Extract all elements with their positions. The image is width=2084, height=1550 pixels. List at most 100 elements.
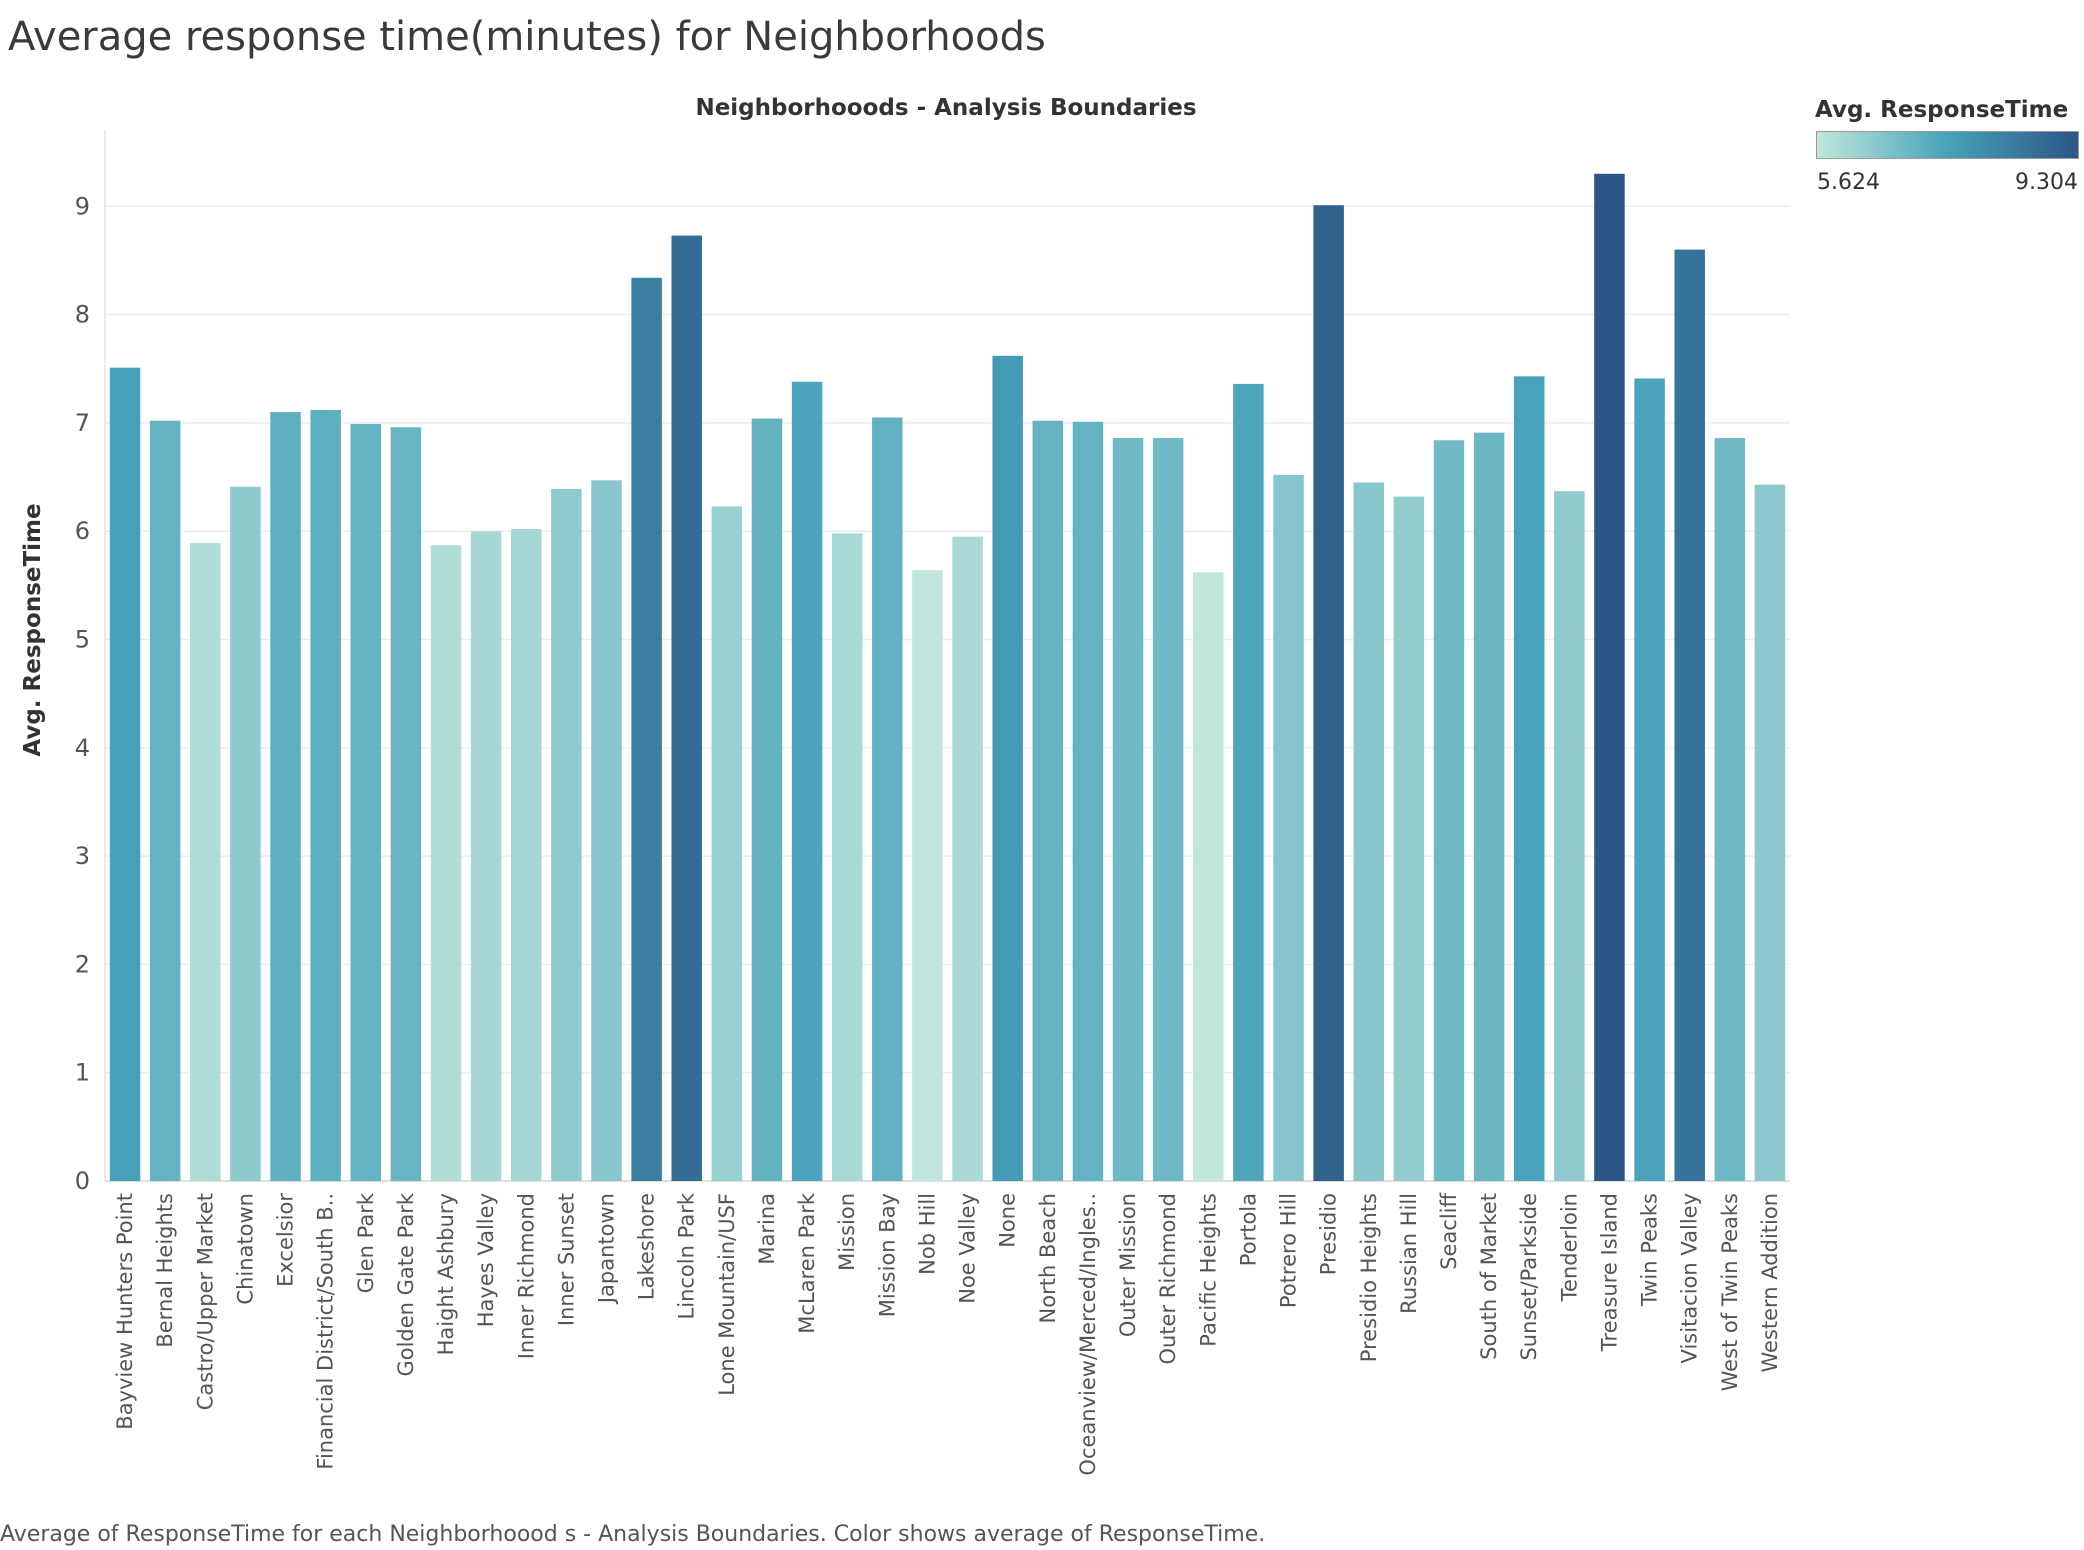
chart-title: Neighborhooods - Analysis Boundaries xyxy=(695,95,1196,121)
x-tick-label: Oceanview/Merced/Ingles.. xyxy=(1076,1193,1100,1476)
bar-sunset-parkside[interactable] xyxy=(1513,376,1545,1181)
y-tick-label: 6 xyxy=(75,517,90,545)
x-tick-label: Financial District/South B.. xyxy=(314,1193,338,1470)
x-tick-label: West of Twin Peaks xyxy=(1718,1193,1742,1391)
y-tick-label: 4 xyxy=(75,734,90,762)
bar-south-of-market[interactable] xyxy=(1473,432,1505,1182)
x-tick-label: Haight Ashbury xyxy=(434,1193,458,1355)
bar-mission[interactable] xyxy=(831,533,863,1181)
bar-seacliff[interactable] xyxy=(1433,440,1465,1181)
bar-haight-ashbury[interactable] xyxy=(430,545,462,1181)
x-tick-label: Golden Gate Park xyxy=(394,1192,418,1376)
bar-castro-upper-market[interactable] xyxy=(190,543,221,1181)
y-axis-title: Avg. ResponseTime xyxy=(20,503,46,756)
y-tick-label: 1 xyxy=(75,1059,90,1087)
x-tick-label: Sunset/Parkside xyxy=(1517,1193,1541,1361)
x-tick-label: Twin Peaks xyxy=(1638,1193,1662,1307)
x-tick-label: Presidio Heights xyxy=(1357,1193,1381,1362)
legend-color-ramp xyxy=(1816,131,2079,159)
y-tick-label: 9 xyxy=(75,192,90,220)
x-tick-label: Japantown xyxy=(594,1193,618,1305)
x-tick-label: None xyxy=(996,1193,1020,1248)
x-tick-label: Russian Hill xyxy=(1397,1193,1421,1314)
x-tick-label: Seacliff xyxy=(1437,1192,1461,1269)
x-tick-label: Lakeshore xyxy=(635,1193,659,1300)
x-tick-label: Potrero Hill xyxy=(1277,1193,1301,1308)
bar-nob-hill[interactable] xyxy=(912,570,943,1181)
bar-glen-park[interactable] xyxy=(350,423,382,1181)
x-tick-label: Castro/Upper Market xyxy=(193,1193,217,1410)
x-tick-label: Tenderloin xyxy=(1557,1193,1581,1302)
x-tick-label: Western Addition xyxy=(1758,1193,1782,1373)
bar-lakeshore[interactable] xyxy=(631,277,662,1181)
x-tick-label: Presidio xyxy=(1317,1193,1341,1275)
x-tick-label: McLaren Park xyxy=(795,1192,819,1334)
x-tick-label: Hayes Valley xyxy=(474,1193,498,1327)
page-title: Average response time(minutes) for Neigh… xyxy=(8,14,1046,60)
y-tick-label: 3 xyxy=(75,842,90,870)
legend-min-label: 5.624 xyxy=(1817,170,1880,195)
x-axis-labels: Bayview Hunters Point Bernal Heights Castr… xyxy=(113,1192,1782,1475)
bar-outer-richmond[interactable] xyxy=(1152,438,1184,1181)
x-tick-label: Mission Bay xyxy=(875,1193,899,1317)
x-tick-label: Marina xyxy=(755,1193,779,1265)
bar-inner-sunset[interactable] xyxy=(551,488,582,1181)
legend-max-label: 9.304 xyxy=(2015,170,2078,195)
x-tick-label: Pacific Heights xyxy=(1196,1193,1220,1347)
bar-bernal-heights[interactable] xyxy=(149,420,181,1181)
bar-mclaren-park[interactable] xyxy=(791,381,823,1182)
x-tick-label: Outer Richmond xyxy=(1156,1193,1180,1365)
bar-none[interactable] xyxy=(992,355,1023,1181)
bar-tenderloin[interactable] xyxy=(1554,491,1585,1181)
bar-lone-mountain-usf[interactable] xyxy=(711,506,743,1181)
bar-visitacion-valley[interactable] xyxy=(1674,249,1705,1181)
x-tick-label: Inner Richmond xyxy=(514,1193,538,1359)
x-tick-label: Glen Park xyxy=(354,1192,378,1293)
bar-financial-district-south-b[interactable] xyxy=(310,409,341,1181)
bar-presidio-heights[interactable] xyxy=(1353,482,1384,1182)
bar-presidio[interactable] xyxy=(1313,205,1344,1182)
x-tick-label: Visitacion Valley xyxy=(1678,1193,1702,1363)
bars xyxy=(109,173,1786,1182)
chart-caption: Average of ResponseTime for each Neighbo… xyxy=(0,1522,1266,1547)
bar-potrero-hill[interactable] xyxy=(1273,474,1304,1181)
bar-portola[interactable] xyxy=(1233,383,1264,1181)
bar-outer-mission[interactable] xyxy=(1112,438,1144,1181)
bar-bayview-hunters-point[interactable] xyxy=(109,367,141,1181)
y-tick-label: 7 xyxy=(75,409,90,437)
y-tick-label: 8 xyxy=(75,301,90,329)
x-tick-label: Excelsior xyxy=(274,1193,298,1287)
bar-chinatown[interactable] xyxy=(230,486,261,1181)
bar-oceanview-merced-ingles[interactable] xyxy=(1072,421,1104,1181)
bar-noe-valley[interactable] xyxy=(952,536,983,1181)
x-tick-label: Portola xyxy=(1236,1193,1260,1266)
x-tick-label: Outer Mission xyxy=(1116,1193,1140,1337)
y-axis-ticks: 0 1 2 3 4 5 6 7 8 9 xyxy=(75,192,90,1195)
x-tick-label: Treasure Island xyxy=(1597,1193,1621,1352)
bar-mission-bay[interactable] xyxy=(872,417,903,1181)
gridlines xyxy=(104,130,1790,1182)
bar-japantown[interactable] xyxy=(591,480,622,1181)
legend-title: Avg. ResponseTime xyxy=(1815,97,2069,123)
bar-hayes-valley[interactable] xyxy=(470,531,502,1181)
bar-pacific-heights[interactable] xyxy=(1193,572,1224,1181)
x-tick-label: Inner Sunset xyxy=(554,1193,578,1326)
bar-russian-hill[interactable] xyxy=(1393,496,1425,1181)
bar-western-addition[interactable] xyxy=(1754,484,1786,1182)
bar-north-beach[interactable] xyxy=(1032,420,1064,1181)
x-tick-label: Chinatown xyxy=(233,1193,257,1305)
x-tick-label: South of Market xyxy=(1477,1193,1501,1360)
bar-inner-richmond[interactable] xyxy=(511,529,542,1181)
bar-west-of-twin-peaks[interactable] xyxy=(1714,438,1746,1181)
bar-marina[interactable] xyxy=(751,418,783,1181)
bar-lincoln-park[interactable] xyxy=(671,235,702,1181)
x-tick-label: Nob Hill xyxy=(915,1193,939,1275)
x-tick-label: Lincoln Park xyxy=(675,1192,699,1319)
bar-excelsior[interactable] xyxy=(270,412,301,1181)
x-tick-label: Bernal Heights xyxy=(153,1193,177,1348)
bar-treasure-island[interactable] xyxy=(1594,173,1625,1181)
y-tick-label: 5 xyxy=(75,626,90,654)
bar-twin-peaks[interactable] xyxy=(1634,378,1665,1181)
bar-golden-gate-park[interactable] xyxy=(390,427,422,1181)
